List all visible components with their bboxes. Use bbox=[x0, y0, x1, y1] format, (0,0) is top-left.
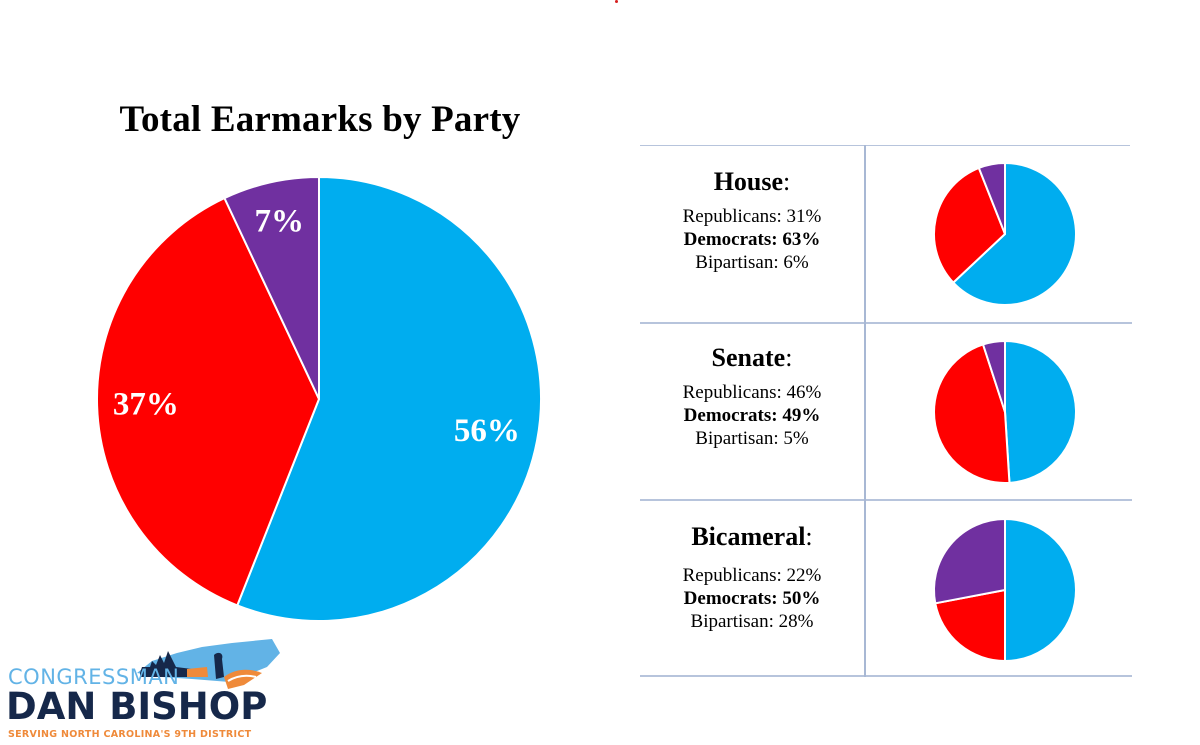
table-rule-bottom bbox=[640, 675, 1132, 677]
main-pie-chart: 56% 37% 7% bbox=[96, 176, 542, 622]
pie-slice-republicans bbox=[933, 343, 1011, 484]
logo-name-text: DAN BISHOP bbox=[6, 685, 268, 728]
pie-slice-democrats bbox=[1004, 340, 1077, 484]
bipartisan-share: Bipartisan: 6% bbox=[695, 252, 809, 273]
bipartisan-share: Bipartisan: 28% bbox=[690, 611, 814, 632]
senate-pie-chart bbox=[933, 340, 1077, 484]
breakdown-table: House: Republicans: 31% Democrats: 63% B… bbox=[640, 145, 1132, 677]
north-carolina-map-icon bbox=[137, 639, 280, 689]
pie-slice-democrats bbox=[952, 162, 1077, 306]
house-pie-chart bbox=[933, 162, 1077, 306]
logo-congressman-text: CONGRESSMAN bbox=[8, 665, 180, 689]
democrats-share: Democrats: 49% bbox=[683, 405, 821, 426]
pie-slice-democrats bbox=[1004, 518, 1077, 662]
table-rule-2 bbox=[640, 499, 1132, 501]
row-title: Bicameral: bbox=[691, 522, 813, 551]
pie-slice-bipartisan bbox=[933, 518, 1006, 605]
pie-label-republicans: 37% bbox=[113, 386, 179, 422]
congressman-logo: CONGRESSMAN DAN BISHOP SERVING NORTH CAR… bbox=[0, 625, 300, 745]
row-title: House: bbox=[713, 167, 791, 196]
row-senate-text: Senate: Republicans: 46% Democrats: 49% … bbox=[640, 343, 864, 450]
pie-slice-bipartisan bbox=[223, 176, 320, 400]
pie-slice-republicans bbox=[934, 589, 1006, 662]
republicans-share: Republicans: 31% bbox=[682, 206, 822, 227]
pie-slice-bipartisan bbox=[977, 162, 1006, 235]
pie-slice-bipartisan bbox=[982, 340, 1006, 413]
pie-label-democrats: 56% bbox=[454, 413, 520, 449]
table-rule-top bbox=[640, 145, 1130, 146]
democrats-share: Democrats: 63% bbox=[683, 229, 821, 250]
pie-slice-democrats bbox=[236, 176, 542, 622]
table-rule-1 bbox=[640, 322, 1132, 324]
decorative-dot bbox=[615, 0, 618, 3]
logo-subtitle-text: SERVING NORTH CAROLINA'S 9TH DISTRICT bbox=[8, 729, 252, 740]
main-chart-title: Total Earmarks by Party bbox=[119, 99, 521, 140]
row-house-text: House: Republicans: 31% Democrats: 63% B… bbox=[640, 167, 864, 274]
bicameral-pie-chart bbox=[933, 518, 1077, 662]
bipartisan-share: Bipartisan: 5% bbox=[695, 428, 809, 449]
republicans-share: Republicans: 46% bbox=[682, 382, 822, 403]
row-title: Senate: bbox=[711, 343, 793, 372]
table-divider bbox=[864, 145, 866, 677]
republicans-share: Republicans: 22% bbox=[682, 565, 822, 586]
pie-label-bipartisan: 7% bbox=[255, 203, 304, 239]
pie-slice-republicans bbox=[96, 197, 320, 607]
democrats-share: Democrats: 50% bbox=[683, 588, 821, 609]
row-bicameral-text: Bicameral: Republicans: 22% Democrats: 5… bbox=[640, 522, 864, 633]
pie-slice-republicans bbox=[933, 166, 1006, 284]
